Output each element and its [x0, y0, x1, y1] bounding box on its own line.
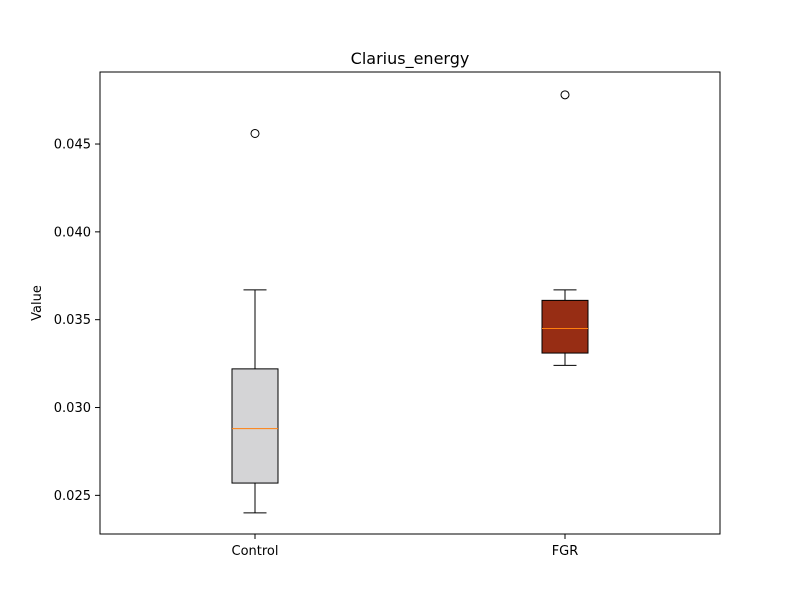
box-fgr [541, 299, 589, 354]
box-control [231, 368, 279, 484]
y-tick-label: 0.030 [54, 401, 91, 416]
x-tick-label: Control [232, 544, 279, 559]
y-tick-label: 0.045 [54, 138, 91, 153]
outlier-point [560, 90, 570, 100]
plot-area: 0.025 0.030 0.035 0.040 0.045 Control FGR [54, 90, 589, 559]
y-axis-label: Value [30, 285, 45, 321]
plot-frame [99, 71, 721, 535]
y-tick-label: 0.025 [54, 489, 91, 504]
chart-title: Clarius_energy [351, 49, 470, 69]
y-tick-label: 0.035 [54, 313, 91, 328]
y-tick-label: 0.040 [54, 225, 91, 240]
x-tick-label: FGR [552, 544, 579, 559]
outlier-point [250, 128, 260, 138]
